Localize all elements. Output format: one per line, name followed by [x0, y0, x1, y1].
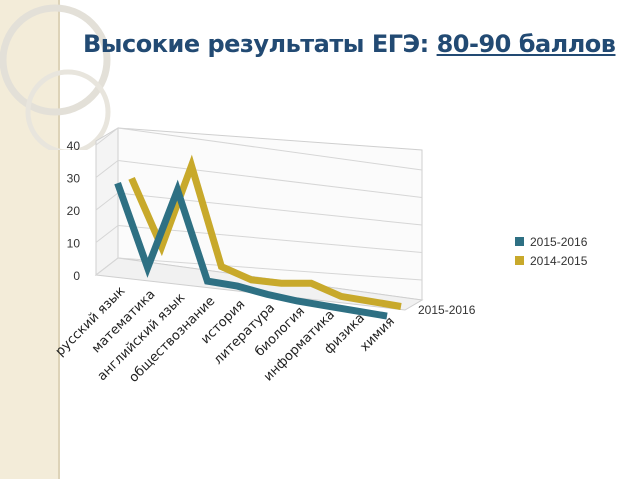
series-line-2014-2015	[128, 154, 402, 310]
legend-label-2014-2015: 2014-2015	[530, 254, 588, 268]
title-main: Высокие результаты ЕГЭ:	[83, 30, 437, 58]
legend-label-2015-2016: 2015-2016	[530, 235, 588, 249]
y-tick-label: 30	[67, 172, 81, 186]
y-tick-label: 20	[67, 204, 81, 218]
title-highlight: 80-90 баллов	[436, 30, 616, 58]
legend-swatch-2015-2016	[515, 237, 524, 246]
slide-title: Высокие результаты ЕГЭ: 80-90 баллов	[83, 30, 623, 58]
gridline	[117, 192, 423, 226]
gridline-side	[95, 127, 119, 146]
y-tick-label: 40	[67, 139, 81, 153]
decorative-rings	[0, 4, 111, 150]
gridline	[117, 127, 423, 171]
legend-swatch-2014-2015	[515, 256, 524, 265]
y-tick-label: 10	[67, 237, 81, 251]
gridline	[117, 257, 423, 281]
gridline	[117, 160, 423, 199]
gridline-side	[95, 192, 119, 211]
gridline-side	[95, 160, 119, 178]
gridline-side	[95, 225, 119, 243]
series-line-2015-2016	[114, 179, 388, 320]
y-tick-label: 0	[73, 269, 80, 283]
depth-axis-label: 2015-2016	[418, 303, 476, 317]
gridline-side	[95, 257, 119, 276]
